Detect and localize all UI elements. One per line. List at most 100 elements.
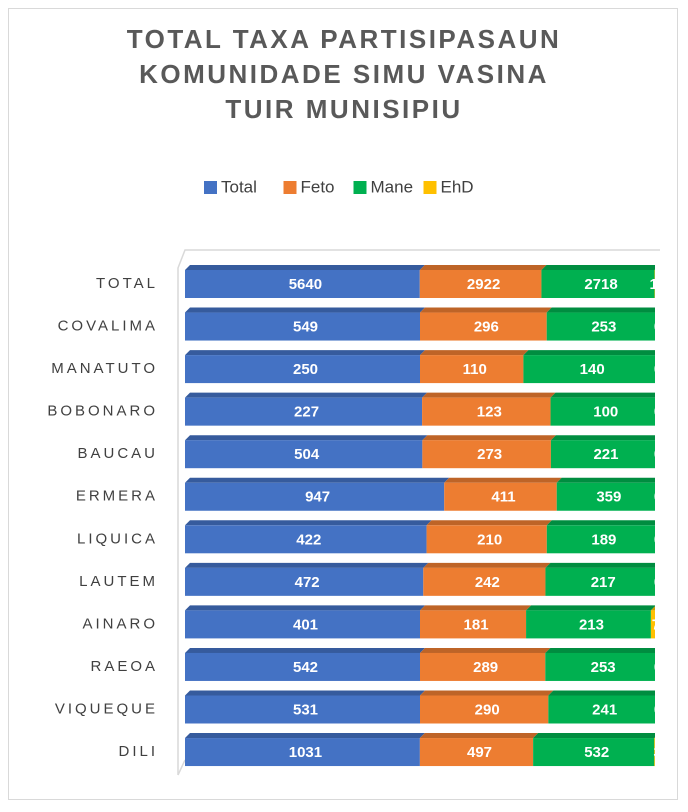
bar bbox=[545, 652, 655, 681]
data-label: 401 bbox=[293, 616, 318, 633]
bar-top bbox=[545, 562, 655, 568]
legend-swatch bbox=[423, 181, 437, 194]
data-label: 472 bbox=[295, 574, 320, 591]
data-label: 3 bbox=[653, 744, 661, 761]
bar bbox=[546, 525, 655, 554]
bar bbox=[185, 567, 424, 596]
bar bbox=[556, 482, 655, 511]
category-label: LIQUICA bbox=[77, 530, 158, 547]
data-label: 253 bbox=[591, 319, 616, 336]
bar-top bbox=[655, 691, 660, 696]
bar-top bbox=[185, 605, 425, 611]
bar-top bbox=[444, 477, 562, 483]
bar-top bbox=[654, 737, 655, 739]
data-label: 0 bbox=[654, 659, 662, 676]
data-label: 5640 bbox=[289, 276, 322, 293]
bar-top bbox=[185, 392, 428, 398]
data-label: 2922 bbox=[467, 276, 500, 293]
bar-top bbox=[185, 647, 425, 653]
bar-top bbox=[655, 478, 660, 483]
bar-top bbox=[546, 520, 655, 526]
category-label: LAUTEM bbox=[79, 573, 158, 590]
bar-top bbox=[655, 393, 660, 398]
bar-top bbox=[526, 605, 655, 611]
data-label: 210 bbox=[477, 531, 502, 548]
data-label: 227 bbox=[294, 404, 319, 421]
bar bbox=[420, 610, 527, 639]
bar-top bbox=[655, 435, 660, 440]
bar-top bbox=[422, 392, 556, 398]
bar-top bbox=[185, 435, 428, 441]
bar bbox=[546, 312, 655, 341]
bar-top bbox=[426, 520, 552, 526]
bar-top bbox=[185, 690, 425, 696]
bar-top bbox=[420, 690, 554, 696]
data-label: 253 bbox=[591, 659, 616, 676]
bar-top bbox=[422, 435, 556, 441]
legend-label: EhD bbox=[441, 177, 474, 196]
bar-top bbox=[185, 307, 425, 313]
data-label: 531 bbox=[293, 701, 318, 718]
bar-top bbox=[523, 350, 655, 356]
bar bbox=[419, 738, 534, 767]
bar bbox=[423, 567, 546, 596]
legend-swatch bbox=[204, 181, 217, 194]
bar-top bbox=[533, 733, 655, 739]
data-label: 2718 bbox=[584, 276, 617, 293]
bar bbox=[422, 440, 551, 469]
data-label: 10 bbox=[649, 276, 666, 293]
data-label: 549 bbox=[293, 319, 318, 336]
data-label: 213 bbox=[579, 616, 604, 633]
bar bbox=[526, 610, 651, 639]
data-label: 140 bbox=[580, 361, 605, 378]
bar-top bbox=[548, 690, 655, 696]
bar bbox=[185, 610, 420, 639]
bar bbox=[420, 312, 547, 341]
data-label: 0 bbox=[654, 446, 662, 463]
data-label: 0 bbox=[654, 361, 662, 378]
legend-label: Total bbox=[221, 177, 257, 196]
data-label: 0 bbox=[654, 319, 662, 336]
bar-top bbox=[185, 350, 425, 356]
data-label: 0 bbox=[654, 489, 662, 506]
data-label: 411 bbox=[491, 489, 515, 506]
category-label: TOTAL bbox=[96, 275, 158, 292]
data-label: 497 bbox=[467, 744, 492, 761]
chart-frame bbox=[8, 8, 678, 800]
bar-top bbox=[655, 563, 660, 568]
bar-top bbox=[655, 648, 660, 653]
data-label: 422 bbox=[296, 531, 321, 548]
category-label: AINARO bbox=[82, 615, 158, 632]
data-label: 189 bbox=[591, 531, 616, 548]
bar bbox=[185, 397, 423, 426]
bar-top bbox=[420, 647, 551, 653]
bar bbox=[420, 695, 549, 724]
data-label: 947 bbox=[305, 489, 330, 506]
bar bbox=[550, 440, 655, 469]
data-label: 181 bbox=[464, 616, 489, 633]
bar-top bbox=[185, 477, 450, 483]
category-label: BOBONARO bbox=[47, 403, 158, 420]
bar bbox=[550, 397, 655, 426]
legend-swatch bbox=[353, 181, 367, 194]
category-label: VIQUEQUE bbox=[55, 700, 158, 717]
data-label: 289 bbox=[473, 659, 498, 676]
bar bbox=[420, 355, 524, 384]
bar-top bbox=[419, 733, 539, 739]
data-label: 0 bbox=[654, 531, 662, 548]
bar bbox=[419, 270, 542, 298]
data-label: 273 bbox=[477, 446, 502, 463]
plot-wall bbox=[177, 249, 660, 775]
data-label: 0 bbox=[654, 404, 662, 421]
bar bbox=[185, 355, 420, 384]
data-label: 359 bbox=[596, 489, 621, 506]
bar-top bbox=[185, 520, 432, 526]
category-label: COVALIMA bbox=[58, 318, 158, 335]
data-label: 123 bbox=[477, 404, 502, 421]
bar bbox=[185, 695, 420, 724]
bar bbox=[185, 270, 420, 298]
bar-top bbox=[420, 350, 529, 356]
category-label: RAEOA bbox=[90, 658, 158, 675]
